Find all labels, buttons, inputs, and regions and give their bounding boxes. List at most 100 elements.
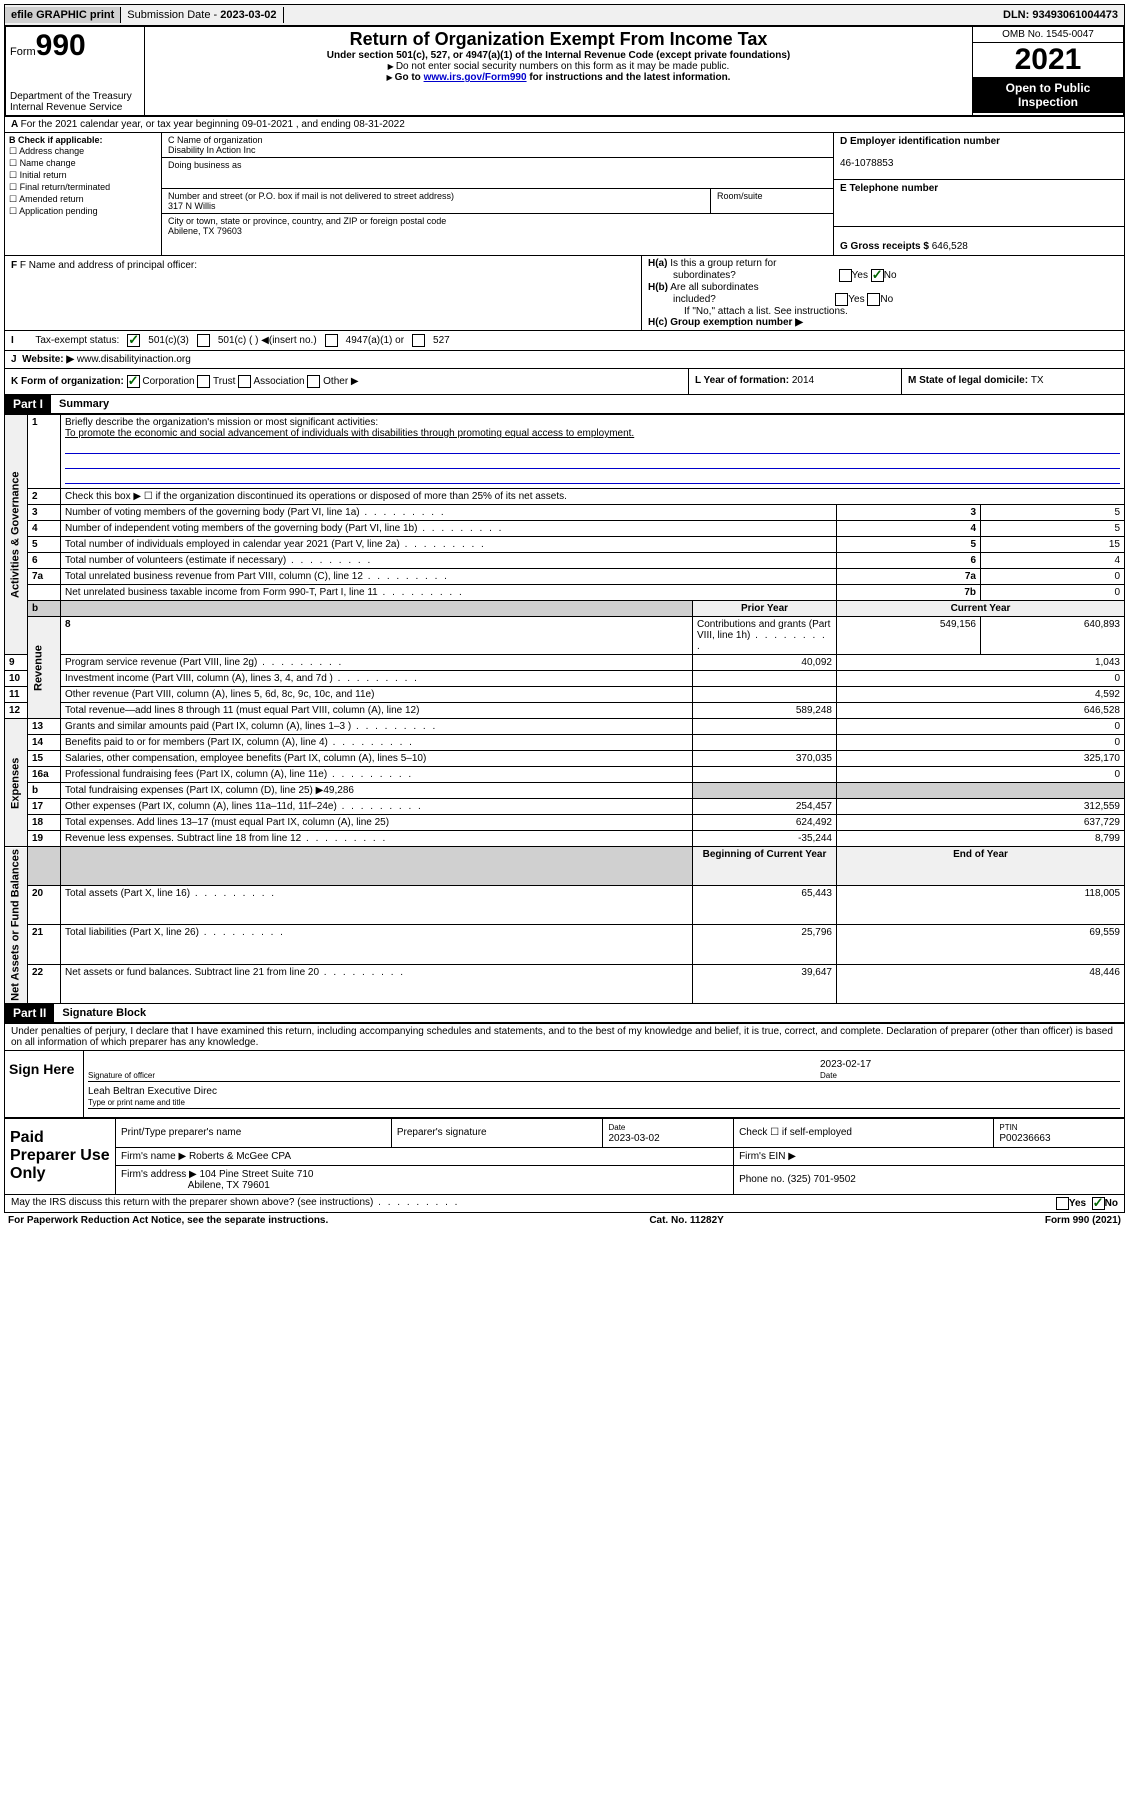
col-b-checkboxes: B Check if applicable: ☐ Address change … xyxy=(5,133,162,255)
firm-ein: Firm's EIN ▶ xyxy=(734,1147,1125,1165)
form-note-1: Do not enter social security numbers on … xyxy=(151,61,966,72)
exp-row-13: Grants and similar amounts paid (Part IX… xyxy=(61,719,693,735)
net-row-20: Total assets (Part X, line 16) xyxy=(61,886,693,925)
chk-application-pending[interactable]: ☐ Application pending xyxy=(9,206,157,217)
k-form-org: K Form of organization: Corporation Trus… xyxy=(5,369,689,394)
chk-trust[interactable] xyxy=(197,375,210,388)
omb-number: OMB No. 1545-0047 xyxy=(973,27,1123,43)
entity-info-block: B Check if applicable: ☐ Address change … xyxy=(4,133,1125,256)
l-year-formation: L Year of formation: 2014 xyxy=(689,369,902,394)
phone-label: E Telephone number xyxy=(840,183,938,194)
irs-link[interactable]: www.irs.gov/Form990 xyxy=(424,72,527,83)
pt-sig-label: Preparer's signature xyxy=(391,1118,603,1147)
h-a: H(a) Is this a group return for subordin… xyxy=(648,258,1118,282)
exp-row-16a: Professional fundraising fees (Part IX, … xyxy=(61,767,693,783)
col-current-header: Current Year xyxy=(837,601,1125,617)
chk-other[interactable] xyxy=(307,375,320,388)
city-label: City or town, state or province, country… xyxy=(168,216,827,226)
cat-no: Cat. No. 11282Y xyxy=(649,1215,723,1226)
perjury-declaration: Under penalties of perjury, I declare th… xyxy=(5,1024,1124,1051)
sign-here-label: Sign Here xyxy=(5,1051,84,1117)
hb-no[interactable] xyxy=(867,293,880,306)
hb-yes[interactable] xyxy=(835,293,848,306)
paid-preparer-table: Paid Preparer Use Only Print/Type prepar… xyxy=(4,1118,1125,1195)
form-title-block: Return of Organization Exempt From Incom… xyxy=(145,27,972,115)
addr-row: Number and street (or P.O. box if mail i… xyxy=(162,189,833,214)
header-right: OMB No. 1545-0047 2021 Open to Public In… xyxy=(972,27,1123,115)
part-1-header: Part I Summary xyxy=(4,395,1125,414)
chk-501c3[interactable] xyxy=(127,334,140,347)
ptin: PTINP00236663 xyxy=(994,1118,1125,1147)
form-id-block: Form990 Department of the Treasury Inter… xyxy=(6,27,145,115)
part-2-label: Part II xyxy=(5,1004,54,1022)
ha-yes[interactable] xyxy=(839,269,852,282)
ein-label: D Employer identification number xyxy=(840,136,1000,147)
chk-address-change[interactable]: ☐ Address change xyxy=(9,146,157,157)
street: 317 N Willis xyxy=(168,201,704,211)
firm-addr: Firm's address ▶ 104 Pine Street Suite 7… xyxy=(116,1165,734,1194)
b-header: B Check if applicable: xyxy=(9,135,157,145)
f-principal-officer: F F Name and address of principal office… xyxy=(5,256,641,330)
form-header: Form990 Department of the Treasury Inter… xyxy=(4,26,1125,117)
form-note-2: Go to www.irs.gov/Form990 for instructio… xyxy=(151,72,966,83)
dln: DLN: 93493061004473 xyxy=(997,7,1124,23)
row-a-tax-year: A For the 2021 calendar year, or tax yea… xyxy=(4,117,1125,133)
exp-row-16b: Total fundraising expenses (Part IX, col… xyxy=(61,783,693,799)
summary-table: Activities & Governance 1 Briefly descri… xyxy=(4,414,1125,1004)
city: Abilene, TX 79603 xyxy=(168,226,827,236)
discuss-yes[interactable] xyxy=(1056,1197,1069,1210)
m-state-domicile: M State of legal domicile: TX xyxy=(902,369,1124,394)
rev-row-8: Contributions and grants (Part VIII, lin… xyxy=(693,617,837,655)
chk-501c[interactable] xyxy=(197,334,210,347)
paid-preparer-label: Paid Preparer Use Only xyxy=(5,1118,116,1194)
efile-print-button[interactable]: efile GRAPHIC print xyxy=(5,7,121,23)
section-rev-label: Revenue xyxy=(28,617,61,719)
mission-text: To promote the economic and social advan… xyxy=(65,428,634,439)
tax-status-label: Tax-exempt status: xyxy=(35,335,119,346)
gov-row-3: Number of voting members of the governin… xyxy=(61,505,837,521)
col-right: D Employer identification number 46-1078… xyxy=(833,133,1124,255)
chk-527[interactable] xyxy=(412,334,425,347)
officer-sig-line: Signature of officer 2023-02-17Date xyxy=(88,1059,1120,1082)
discuss-no[interactable] xyxy=(1092,1197,1105,1210)
ein-value: 46-1078853 xyxy=(840,158,893,169)
form-ref: Form 990 (2021) xyxy=(1045,1215,1121,1226)
chk-name-change[interactable]: ☐ Name change xyxy=(9,158,157,169)
chk-amended-return[interactable]: ☐ Amended return xyxy=(9,194,157,205)
ha-no[interactable] xyxy=(871,269,884,282)
page-footer: For Paperwork Reduction Act Notice, see … xyxy=(4,1213,1125,1228)
tax-status-row: I Tax-exempt status: 501(c)(3) 501(c) ( … xyxy=(5,331,1124,350)
chk-corp[interactable] xyxy=(127,375,140,388)
rev-row-9: Program service revenue (Part VIII, line… xyxy=(61,655,693,671)
rev-row-10: Investment income (Part VIII, column (A)… xyxy=(61,671,693,687)
exp-row-17: Other expenses (Part IX, column (A), lin… xyxy=(61,799,693,815)
net-row-22: Net assets or fund balances. Subtract li… xyxy=(61,964,693,1003)
h-b: H(b) Are all subordinates included? Yes … xyxy=(648,282,1118,306)
chk-initial-return[interactable]: ☐ Initial return xyxy=(9,170,157,181)
part-2-title: Signature Block xyxy=(54,1005,154,1021)
sign-here-row: Sign Here Signature of officer 2023-02-1… xyxy=(5,1051,1124,1117)
col-prior-header: Prior Year xyxy=(693,601,837,617)
part-2-header: Part II Signature Block xyxy=(4,1004,1125,1023)
section-net-label: Net Assets or Fund Balances xyxy=(5,847,28,1004)
part-1-label: Part I xyxy=(5,395,51,413)
firm-phone: Phone no. (325) 701-9502 xyxy=(734,1165,1125,1194)
chk-assoc[interactable] xyxy=(238,375,251,388)
chk-4947[interactable] xyxy=(325,334,338,347)
website-value: www.disabilityinaction.org xyxy=(77,354,191,365)
discuss-row: May the IRS discuss this return with the… xyxy=(4,1195,1125,1213)
street-block: Number and street (or P.O. box if mail i… xyxy=(162,189,711,213)
net-row-21: Total liabilities (Part X, line 26) xyxy=(61,925,693,964)
exp-row-18: Total expenses. Add lines 13–17 (must eq… xyxy=(61,815,693,831)
chk-final-return[interactable]: ☐ Final return/terminated xyxy=(9,182,157,193)
exp-row-14: Benefits paid to or for members (Part IX… xyxy=(61,735,693,751)
firm-name: Firm's name ▶ Roberts & McGee CPA xyxy=(116,1147,734,1165)
h-b-note: If "No," attach a list. See instructions… xyxy=(648,306,1118,317)
gov-val-3: 5 xyxy=(981,505,1125,521)
name-label: C Name of organization xyxy=(168,135,827,145)
ein-block: D Employer identification number 46-1078… xyxy=(834,133,1124,180)
form-title: Return of Organization Exempt From Incom… xyxy=(151,29,966,50)
dba-block: Doing business as xyxy=(162,158,833,189)
row-f-h: F F Name and address of principal office… xyxy=(4,256,1125,331)
submission-date: Submission Date - 2023-03-02 xyxy=(121,7,283,23)
